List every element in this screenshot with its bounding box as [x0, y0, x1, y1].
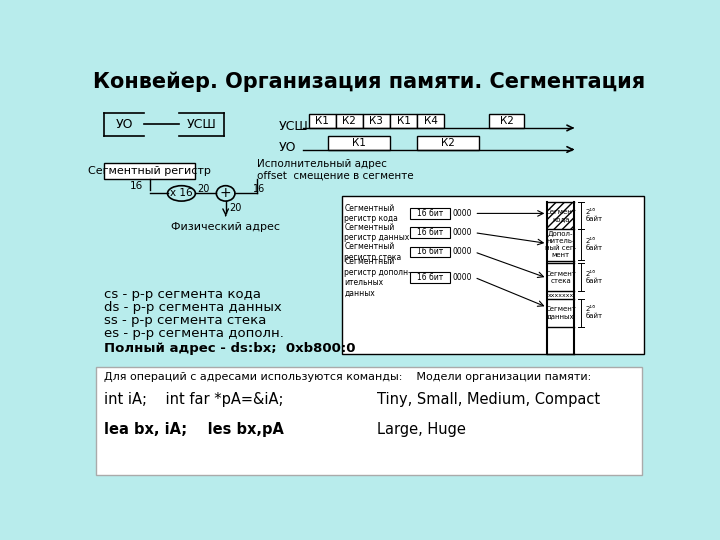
- Text: Конвейер. Организация памяти. Сегментация: Конвейер. Организация памяти. Сегментаци…: [93, 71, 645, 92]
- Bar: [547, 202, 575, 229]
- Text: Сегментный
регистр стека: Сегментный регистр стека: [344, 242, 402, 261]
- Text: Сегментный
регистр данных: Сегментный регистр данных: [344, 223, 410, 242]
- Text: 2¹⁶
байт: 2¹⁶ байт: [586, 238, 603, 251]
- Text: УСШ: УСШ: [186, 118, 217, 131]
- Text: К1: К1: [315, 116, 329, 126]
- Text: Для операций с адресами используются команды:    Модели организации памяти:: Для операций с адресами используются ком…: [104, 373, 591, 382]
- Text: К1: К1: [397, 116, 410, 126]
- FancyBboxPatch shape: [104, 164, 195, 179]
- Text: Сегмент
данных: Сегмент данных: [545, 306, 576, 319]
- Text: ss - р-р сегмента стека: ss - р-р сегмента стека: [104, 314, 266, 327]
- FancyBboxPatch shape: [96, 367, 642, 475]
- Text: x 16: x 16: [170, 188, 193, 198]
- Text: К2: К2: [441, 138, 455, 147]
- Text: int iA;    int far *pA=&iA;: int iA; int far *pA=&iA;: [104, 392, 284, 407]
- Text: 16 бит: 16 бит: [417, 228, 444, 237]
- Text: Физический адрес: Физический адрес: [171, 221, 280, 232]
- Text: 20: 20: [230, 203, 242, 213]
- Text: Допол-
нитель-
ный сег-
мент: Допол- нитель- ный сег- мент: [545, 231, 577, 258]
- Text: 0000: 0000: [453, 209, 472, 218]
- Text: cs - р-р сегмента кода: cs - р-р сегмента кода: [104, 288, 261, 301]
- Text: К1: К1: [352, 138, 366, 147]
- FancyBboxPatch shape: [417, 114, 444, 128]
- Text: 16 бит: 16 бит: [417, 247, 444, 256]
- FancyBboxPatch shape: [410, 247, 451, 257]
- Text: Сегментный
регистр дополн-
ительных
данных: Сегментный регистр дополн- ительных данн…: [344, 257, 411, 298]
- Text: 16 бит: 16 бит: [417, 209, 444, 218]
- Text: 0000: 0000: [453, 228, 472, 237]
- Text: Сегмент
стека: Сегмент стека: [545, 271, 576, 284]
- FancyBboxPatch shape: [390, 114, 417, 128]
- Text: Сегментный
регистр кода: Сегментный регистр кода: [344, 204, 398, 223]
- Text: Сегментный регистр: Сегментный регистр: [89, 166, 211, 176]
- Text: Полный адрес - ds:bx;  0xb800:0: Полный адрес - ds:bx; 0xb800:0: [104, 342, 356, 355]
- Text: 16: 16: [130, 181, 143, 191]
- Text: 0000: 0000: [453, 247, 472, 256]
- Text: УО: УО: [279, 141, 296, 154]
- Text: К3: К3: [369, 116, 383, 126]
- Text: 16: 16: [253, 184, 265, 194]
- Text: es - р-р сегмента дополн.: es - р-р сегмента дополн.: [104, 327, 284, 340]
- Text: ds - р-р сегмента данных: ds - р-р сегмента данных: [104, 301, 282, 314]
- Text: lea bx, iA;    les bx,pA: lea bx, iA; les bx,pA: [104, 422, 284, 436]
- Text: 20: 20: [197, 184, 210, 194]
- Text: УСШ: УСШ: [279, 120, 308, 133]
- FancyBboxPatch shape: [410, 208, 451, 219]
- FancyBboxPatch shape: [410, 227, 451, 238]
- Text: 16 бит: 16 бит: [417, 273, 444, 282]
- FancyBboxPatch shape: [417, 136, 479, 150]
- Text: 2¹⁶
байт: 2¹⁶ байт: [586, 306, 603, 319]
- FancyBboxPatch shape: [309, 114, 336, 128]
- Text: К2: К2: [342, 116, 356, 126]
- FancyBboxPatch shape: [336, 114, 363, 128]
- FancyBboxPatch shape: [410, 272, 451, 283]
- Text: К2: К2: [500, 116, 513, 126]
- Text: Сегмент
кода: Сегмент кода: [545, 209, 576, 222]
- Text: К4: К4: [423, 116, 438, 126]
- Text: УО: УО: [115, 118, 133, 131]
- Text: 2¹⁶
байт: 2¹⁶ байт: [586, 209, 603, 222]
- FancyBboxPatch shape: [328, 136, 390, 150]
- Text: xxxxxxx: xxxxxxx: [548, 293, 574, 298]
- FancyBboxPatch shape: [363, 114, 390, 128]
- FancyBboxPatch shape: [489, 114, 524, 128]
- Text: 2¹⁶
байт: 2¹⁶ байт: [586, 271, 603, 284]
- FancyBboxPatch shape: [342, 195, 644, 354]
- Text: 0000: 0000: [453, 273, 472, 282]
- Text: Tiny, Small, Medium, Compact: Tiny, Small, Medium, Compact: [377, 392, 600, 407]
- Text: Исполнительный адрес
offset  смещение в сегменте: Исполнительный адрес offset смещение в с…: [256, 159, 413, 180]
- Text: Large, Huge: Large, Huge: [377, 422, 466, 436]
- Text: +: +: [220, 186, 231, 200]
